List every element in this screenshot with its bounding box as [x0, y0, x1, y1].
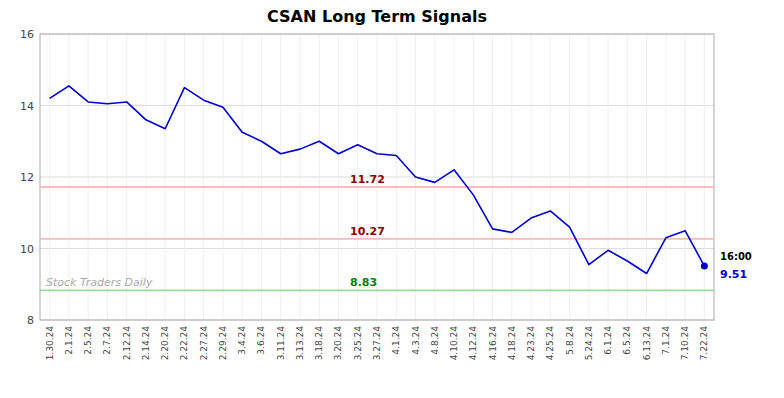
x-tick-label: 4.12.24 [468, 326, 478, 361]
x-tick-label: 4.3.24 [411, 326, 421, 355]
x-tick-label: 2.7.24 [102, 326, 112, 355]
x-tick-label: 4.25.24 [545, 326, 555, 361]
grid [40, 34, 714, 320]
x-tick-label: 4.10.24 [449, 326, 459, 361]
x-grid-line [588, 34, 589, 320]
x-tick-label: 7.10.24 [680, 326, 690, 361]
x-tick-label: 2.12.24 [122, 326, 132, 361]
reference-label: 8.83 [350, 276, 377, 289]
x-tick-label: 2.14.24 [141, 326, 151, 361]
x-tick-label: 3.6.24 [256, 326, 266, 355]
x-grid-line [646, 34, 647, 320]
x-tick-label: 1.30.24 [45, 326, 55, 361]
x-tick-label: 4.1.24 [391, 326, 401, 355]
y-tick-label: 16 [20, 28, 34, 41]
x-tick-label: 2.5.24 [83, 326, 93, 355]
x-grid-line [319, 34, 320, 320]
x-tick-label: 2.20.24 [160, 326, 170, 361]
plot-frame [40, 34, 714, 320]
x-grid-line [492, 34, 493, 320]
x-grid-line [454, 34, 455, 320]
x-tick-label: 2.1.24 [64, 326, 74, 355]
x-tick-label: 2.27.24 [199, 326, 209, 361]
x-tick-label: 3.18.24 [314, 326, 324, 361]
x-tick-label: 3.27.24 [372, 326, 382, 361]
x-tick-label: 6.5.24 [622, 326, 632, 355]
y-tick-label: 8 [27, 314, 34, 327]
x-grid-line [338, 34, 339, 320]
x-grid-line [280, 34, 281, 320]
reference-line [40, 289, 714, 291]
y-tick-label: 12 [20, 171, 34, 184]
watermark: Stock Traders Daily [46, 276, 153, 289]
x-tick-label: 2.29.24 [218, 326, 228, 361]
x-tick-label: 7.1.24 [661, 326, 671, 355]
y-tick-label: 14 [20, 100, 34, 113]
x-tick-label: 4.18.24 [507, 326, 517, 361]
chart: 8 10 12 14 16 1.30.24 2.1.24 2.5.24 2.7.24 2.12.2… [0, 0, 784, 398]
x-tick-label: 5.8.24 [565, 326, 575, 355]
last-value-label: 9.51 [720, 268, 747, 281]
x-grid-line [685, 34, 686, 320]
x-tick-label: 4.23.24 [526, 326, 536, 361]
x-tick-label: 3.13.24 [295, 326, 305, 361]
x-tick-label: 5.24.24 [584, 326, 594, 361]
x-grid-line [665, 34, 666, 320]
x-grid-line [531, 34, 532, 320]
x-grid-line [203, 34, 204, 320]
x-grid-line [261, 34, 262, 320]
data-layer [40, 86, 714, 290]
x-grid-line [299, 34, 300, 320]
last-point [701, 263, 708, 270]
reference-line [40, 238, 714, 240]
x-grid-line [165, 34, 166, 320]
reference-line [40, 186, 714, 188]
x-tick-label: 2.22.24 [179, 326, 189, 361]
x-grid-line [242, 34, 243, 320]
x-grid-line [434, 34, 435, 320]
x-grid-line [184, 34, 185, 320]
x-grid-line [569, 34, 570, 320]
y-tick-label: 10 [20, 243, 34, 256]
x-grid-line [627, 34, 628, 320]
price-line [50, 86, 705, 274]
x-grid-line [608, 34, 609, 320]
last-time-label: 16:00 [720, 251, 752, 262]
x-tick-label: 3.25.24 [353, 326, 363, 361]
reference-label: 10.27 [350, 225, 385, 238]
x-grid-line [511, 34, 512, 320]
x-tick-label: 3.11.24 [276, 326, 286, 361]
x-tick-label: 6.1.24 [603, 326, 613, 355]
x-grid-line [704, 34, 705, 320]
title: CSAN Long Term Signals [267, 7, 487, 26]
x-tick-label: 6.13.24 [642, 326, 652, 361]
x-grid-line [396, 34, 397, 320]
x-tick-label: 4.8.24 [430, 326, 440, 355]
x-tick-label: 4.16.24 [488, 326, 498, 361]
x-tick-label: 7.22.24 [699, 326, 709, 361]
x-tick-label: 3.4.24 [237, 326, 247, 355]
reference-label: 11.72 [350, 173, 385, 186]
x-tick-label: 3.20.24 [333, 326, 343, 361]
x-grid-line [550, 34, 551, 320]
x-grid-line [473, 34, 474, 320]
x-grid-line [222, 34, 223, 320]
